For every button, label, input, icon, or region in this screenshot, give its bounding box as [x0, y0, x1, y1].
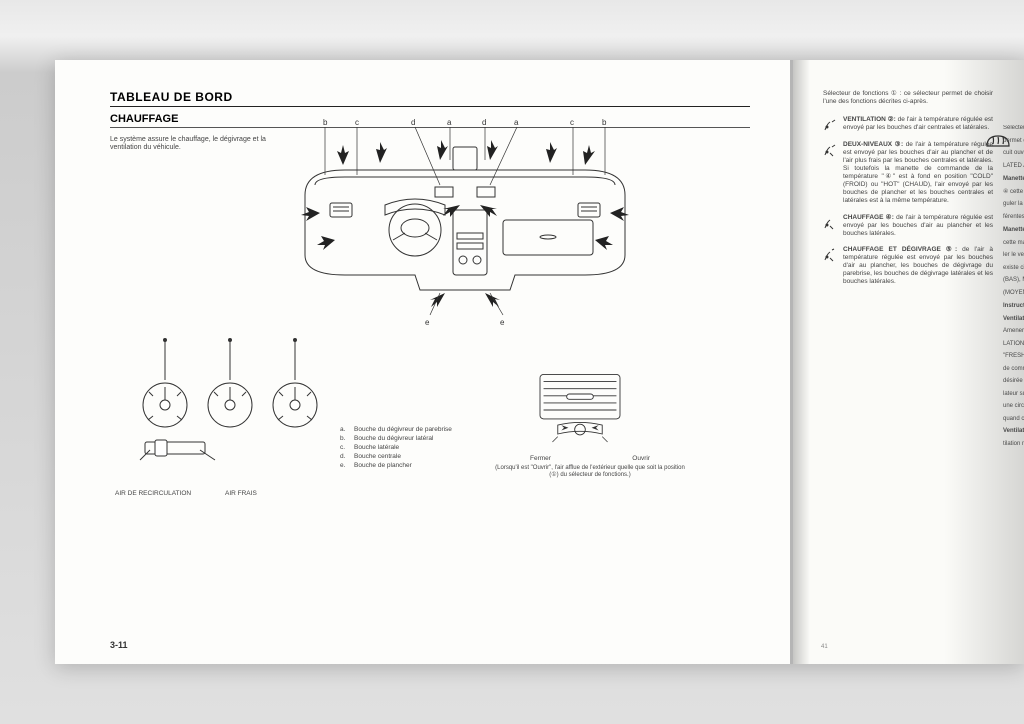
mode-bilevel: DEUX-NIVEAUX ③: de l'air à température r…: [823, 141, 993, 206]
mode-heat: CHAUFFAGE ④: de l'air à température régu…: [823, 214, 993, 238]
gutter-shadow: [793, 60, 810, 664]
control-captions: AIR DE RECIRCULATION AIR FRAIS: [115, 490, 257, 497]
ventilation-icon: [823, 118, 843, 132]
bilevel-icon: [823, 143, 843, 206]
selector-intro: Sélecteur de fonctions ① : ce sélecteur …: [823, 90, 993, 106]
svg-text:a: a: [447, 118, 452, 127]
vent-close-label: Fermer: [530, 455, 551, 463]
fresh-label: AIR FRAIS: [225, 490, 257, 497]
page-number-right: 41: [821, 644, 828, 650]
svg-text:b: b: [323, 118, 328, 127]
svg-text:d: d: [482, 118, 486, 127]
svg-text:c: c: [355, 118, 359, 127]
heat-defrost-icon: [823, 248, 843, 287]
mode-ventilation: VENTILATION ②: de l'air à température ré…: [823, 116, 993, 132]
vent-diagram: [505, 370, 675, 450]
svg-text:a: a: [514, 118, 519, 127]
left-page: TABLEAU DE BORD CHAUFFAGE Le système ass…: [55, 60, 793, 664]
recirc-label: AIR DE RECIRCULATION: [115, 490, 225, 497]
svg-text:e: e: [500, 318, 505, 327]
section-title: TABLEAU DE BORD: [110, 90, 750, 107]
svg-text:e: e: [425, 318, 430, 327]
vent-caption: Fermer Ouvrir (Lorsqu'il est "Ouvrir", l…: [495, 455, 685, 479]
vent-open-label: Ouvrir: [632, 455, 650, 463]
svg-text:d: d: [411, 118, 415, 127]
svg-text:c: c: [570, 118, 574, 127]
controls-diagram: [120, 330, 340, 480]
right-column-cutoff: Sélecteur d permet de ch cuit ouvert (R …: [1003, 125, 1024, 453]
right-page: Sélecteur de fonctions ① : ce sélecteur …: [793, 60, 1024, 664]
page-number-left: 3-11: [110, 640, 128, 650]
heat-icon: [823, 216, 843, 238]
dashboard-diagram: b c d a d a c b e e: [285, 115, 645, 335]
mode-heat-defrost: CHAUFFAGE ET DÉGIVRAGE ⑤: de l'air à tem…: [823, 246, 993, 287]
vent-note: (Lorsqu'il est "Ouvrir", l'air afflue de…: [495, 465, 685, 479]
vent-legend: a.Bouche du dégivreur de parebrise b.Bou…: [340, 425, 452, 470]
intro-text: Le système assure le chauffage, le dégiv…: [110, 136, 285, 153]
svg-text:b: b: [602, 118, 607, 127]
open-book: TABLEAU DE BORD CHAUFFAGE Le système ass…: [55, 60, 1024, 664]
right-column-main: Sélecteur de fonctions ① : ce sélecteur …: [823, 90, 993, 287]
